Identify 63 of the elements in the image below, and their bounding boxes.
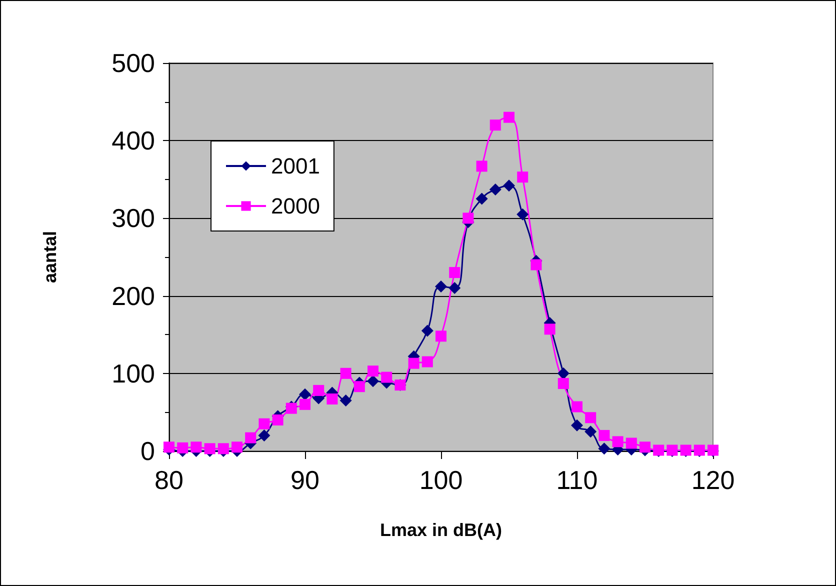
point: [218, 443, 229, 454]
x-tick-label: 110: [556, 465, 598, 495]
point: [517, 172, 528, 183]
y-axis-title: aantal: [40, 230, 60, 284]
point: [340, 394, 352, 407]
point: [258, 429, 270, 442]
legend-label: 2001: [271, 154, 320, 178]
point: [504, 112, 514, 123]
y-tick-label: 400: [112, 126, 155, 156]
point: [340, 368, 352, 379]
point: [476, 192, 488, 205]
point: [232, 442, 242, 453]
point: [367, 375, 379, 388]
point: [313, 384, 324, 396]
point: [571, 419, 583, 432]
x-axis-title: Lmax in dB(A): [380, 520, 502, 540]
point: [449, 267, 460, 278]
point: [489, 183, 502, 196]
x-tick-label: 120: [691, 465, 735, 495]
point: [190, 442, 202, 453]
point: [381, 372, 392, 383]
point: [585, 412, 596, 424]
point: [408, 358, 420, 369]
point: [612, 436, 624, 448]
point: [530, 259, 542, 270]
point: [516, 208, 529, 220]
point: [584, 426, 597, 438]
point: [435, 280, 447, 292]
point: [640, 442, 650, 453]
point: [572, 401, 582, 412]
point: [177, 442, 188, 454]
point: [354, 381, 365, 392]
y-tick-label: 200: [112, 280, 155, 311]
point: [626, 438, 637, 449]
x-tick-label: 80: [154, 465, 184, 495]
point: [476, 160, 488, 172]
point: [462, 212, 474, 224]
point: [436, 330, 446, 342]
point: [300, 398, 310, 410]
point: [204, 443, 216, 454]
point: [258, 418, 270, 430]
point: [422, 356, 433, 368]
legend-label: 2000: [271, 194, 320, 218]
y-tick-label: 300: [112, 203, 155, 234]
x-tick-label: 90: [290, 465, 320, 495]
point: [299, 388, 311, 400]
point: [272, 414, 284, 426]
point: [558, 378, 569, 389]
point: [557, 367, 570, 380]
x-tick-label: 100: [419, 465, 463, 495]
point: [368, 366, 378, 377]
point: [421, 324, 434, 337]
y-tick-label: 500: [112, 48, 155, 78]
point: [544, 324, 556, 335]
point: [245, 432, 256, 444]
point: [326, 394, 338, 405]
point: [490, 120, 501, 131]
point: [503, 180, 515, 192]
point: [448, 282, 461, 294]
y-tick-label: 0: [140, 436, 155, 466]
point: [598, 430, 610, 441]
y-tick-label: 100: [112, 358, 155, 388]
point: [598, 442, 610, 455]
